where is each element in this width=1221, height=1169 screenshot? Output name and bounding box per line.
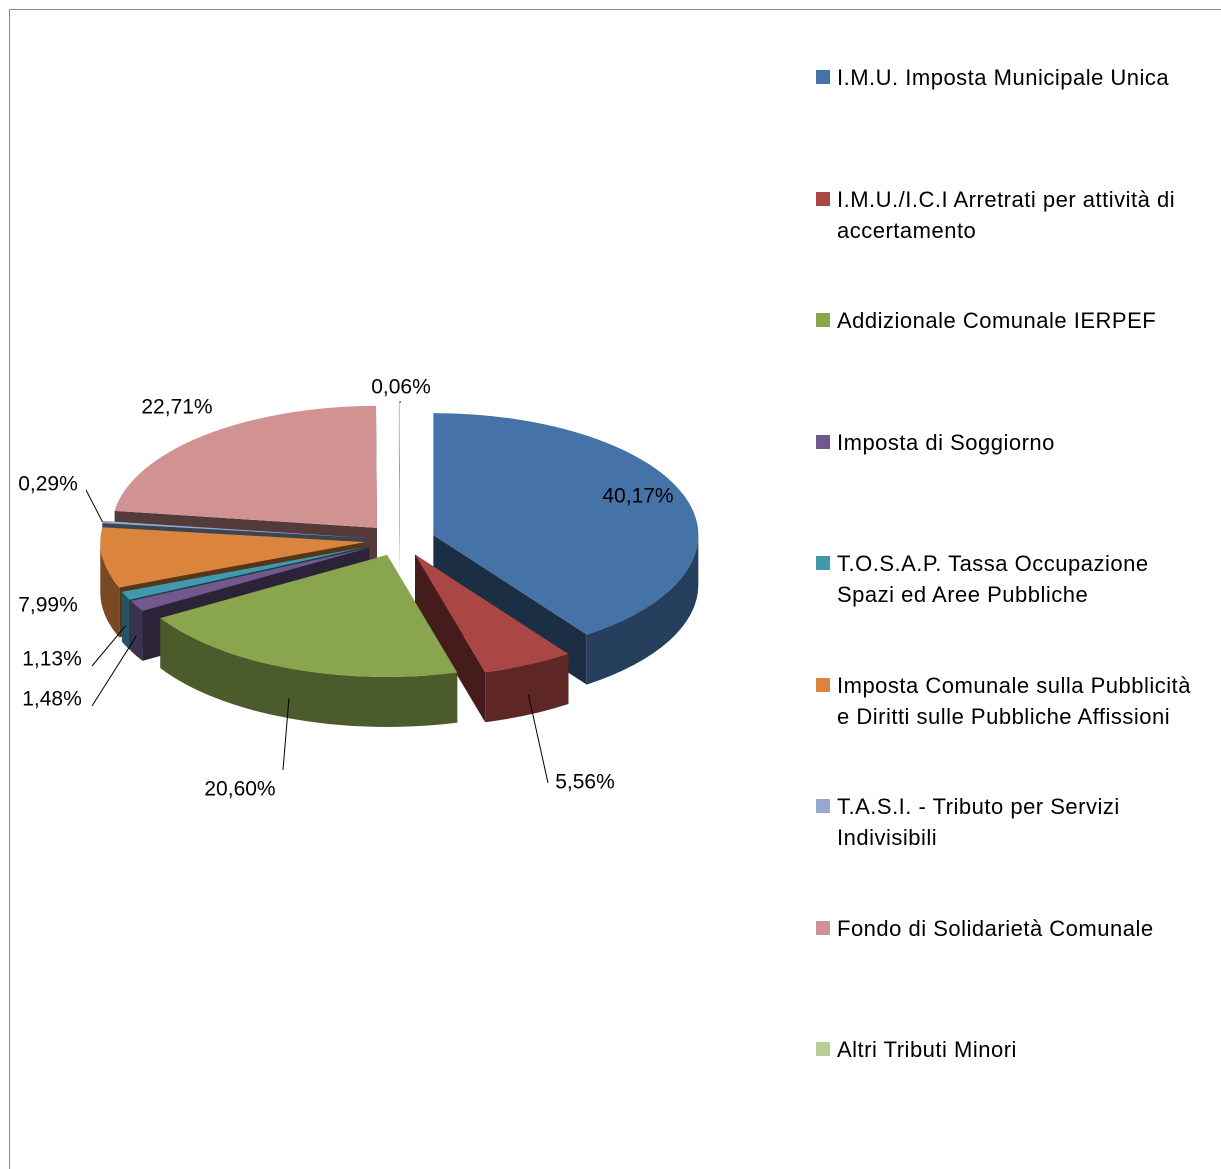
slice-side [398,401,400,574]
legend-swatch [816,1042,830,1056]
data-label: 20,60% [204,778,275,801]
leader-line [91,625,126,667]
slice-side [414,554,486,723]
legend-swatch [816,70,830,84]
pie-slice [160,554,458,677]
legend-swatch [816,920,830,935]
pie-slice [100,527,366,588]
pie-slice [398,401,400,524]
slice-wall [160,618,458,727]
legend-label: Addizionale Comunale IERPEF [837,308,1157,333]
legend-item: T.O.S.A.P. Tassa Occupazione Spazi ed Ar… [816,548,1196,610]
leader-line [528,694,549,784]
legend-item: Addizionale Comunale IERPEF [816,305,1196,336]
chart-border [9,9,1221,1169]
legend-item: I.M.U./I.C.I Arretrati per attività di a… [816,184,1196,246]
leader-line [91,635,137,707]
data-label: 0,06% [371,376,431,399]
data-label: 7,99% [18,594,78,617]
slice-wall [586,535,699,685]
legend-item: I.M.U. Imposta Municipale Unica [816,62,1196,93]
legend-label: Imposta di Soggiorno [837,429,1055,455]
legend-item: Fondo di Solidarietà Comunale [816,913,1196,944]
legend-label: Altri Tributi Minori [837,1037,1017,1062]
pie-slice [414,554,569,673]
data-label: 1,48% [22,688,82,711]
legend-swatch [816,191,830,206]
legend-label: Fondo di Solidarietà Comunale [837,915,1154,941]
legend-label: T.O.S.A.P. Tassa Occupazione Spazi ed Ar… [837,551,1149,607]
data-label: 40,17% [602,485,673,508]
data-label: 22,71% [141,396,212,419]
leader-line [282,698,290,771]
pie-slice [114,405,377,528]
data-label: 0,29% [18,473,78,496]
leader-line [85,489,104,523]
legend-label: I.M.U. Imposta Municipale Unica [837,65,1170,90]
pie-slice [102,520,366,538]
legend-item: Altri Tributi Minori [816,1034,1196,1065]
data-label: 1,13% [22,648,82,671]
legend-label: Imposta Comunale sulla Pubblicità e Diri… [837,672,1192,729]
legend-swatch [816,556,830,570]
legend-swatch [816,313,830,327]
slice-wall [485,654,569,723]
slice-wall [121,591,130,650]
legend-item: T.A.S.I. - Tributo per Servizi Indivisib… [816,791,1196,853]
legend-swatch [816,434,830,449]
pie-slice [121,546,368,600]
pie-slice [433,413,699,635]
slice-wall [100,542,120,638]
legend-item: Imposta di Soggiorno [816,427,1196,458]
legend-label: I.M.U./I.C.I Arretrati per attività di a… [837,186,1176,243]
data-label: 5,56% [555,771,615,794]
legend-item: Imposta Comunale sulla Pubblicità e Diri… [816,670,1196,732]
pie-slice [130,547,370,611]
legend-label: T.A.S.I. - Tributo per Servizi Indivisib… [837,794,1120,850]
legend-swatch [816,799,830,813]
legend-swatch [816,677,830,692]
slice-wall [130,600,143,661]
